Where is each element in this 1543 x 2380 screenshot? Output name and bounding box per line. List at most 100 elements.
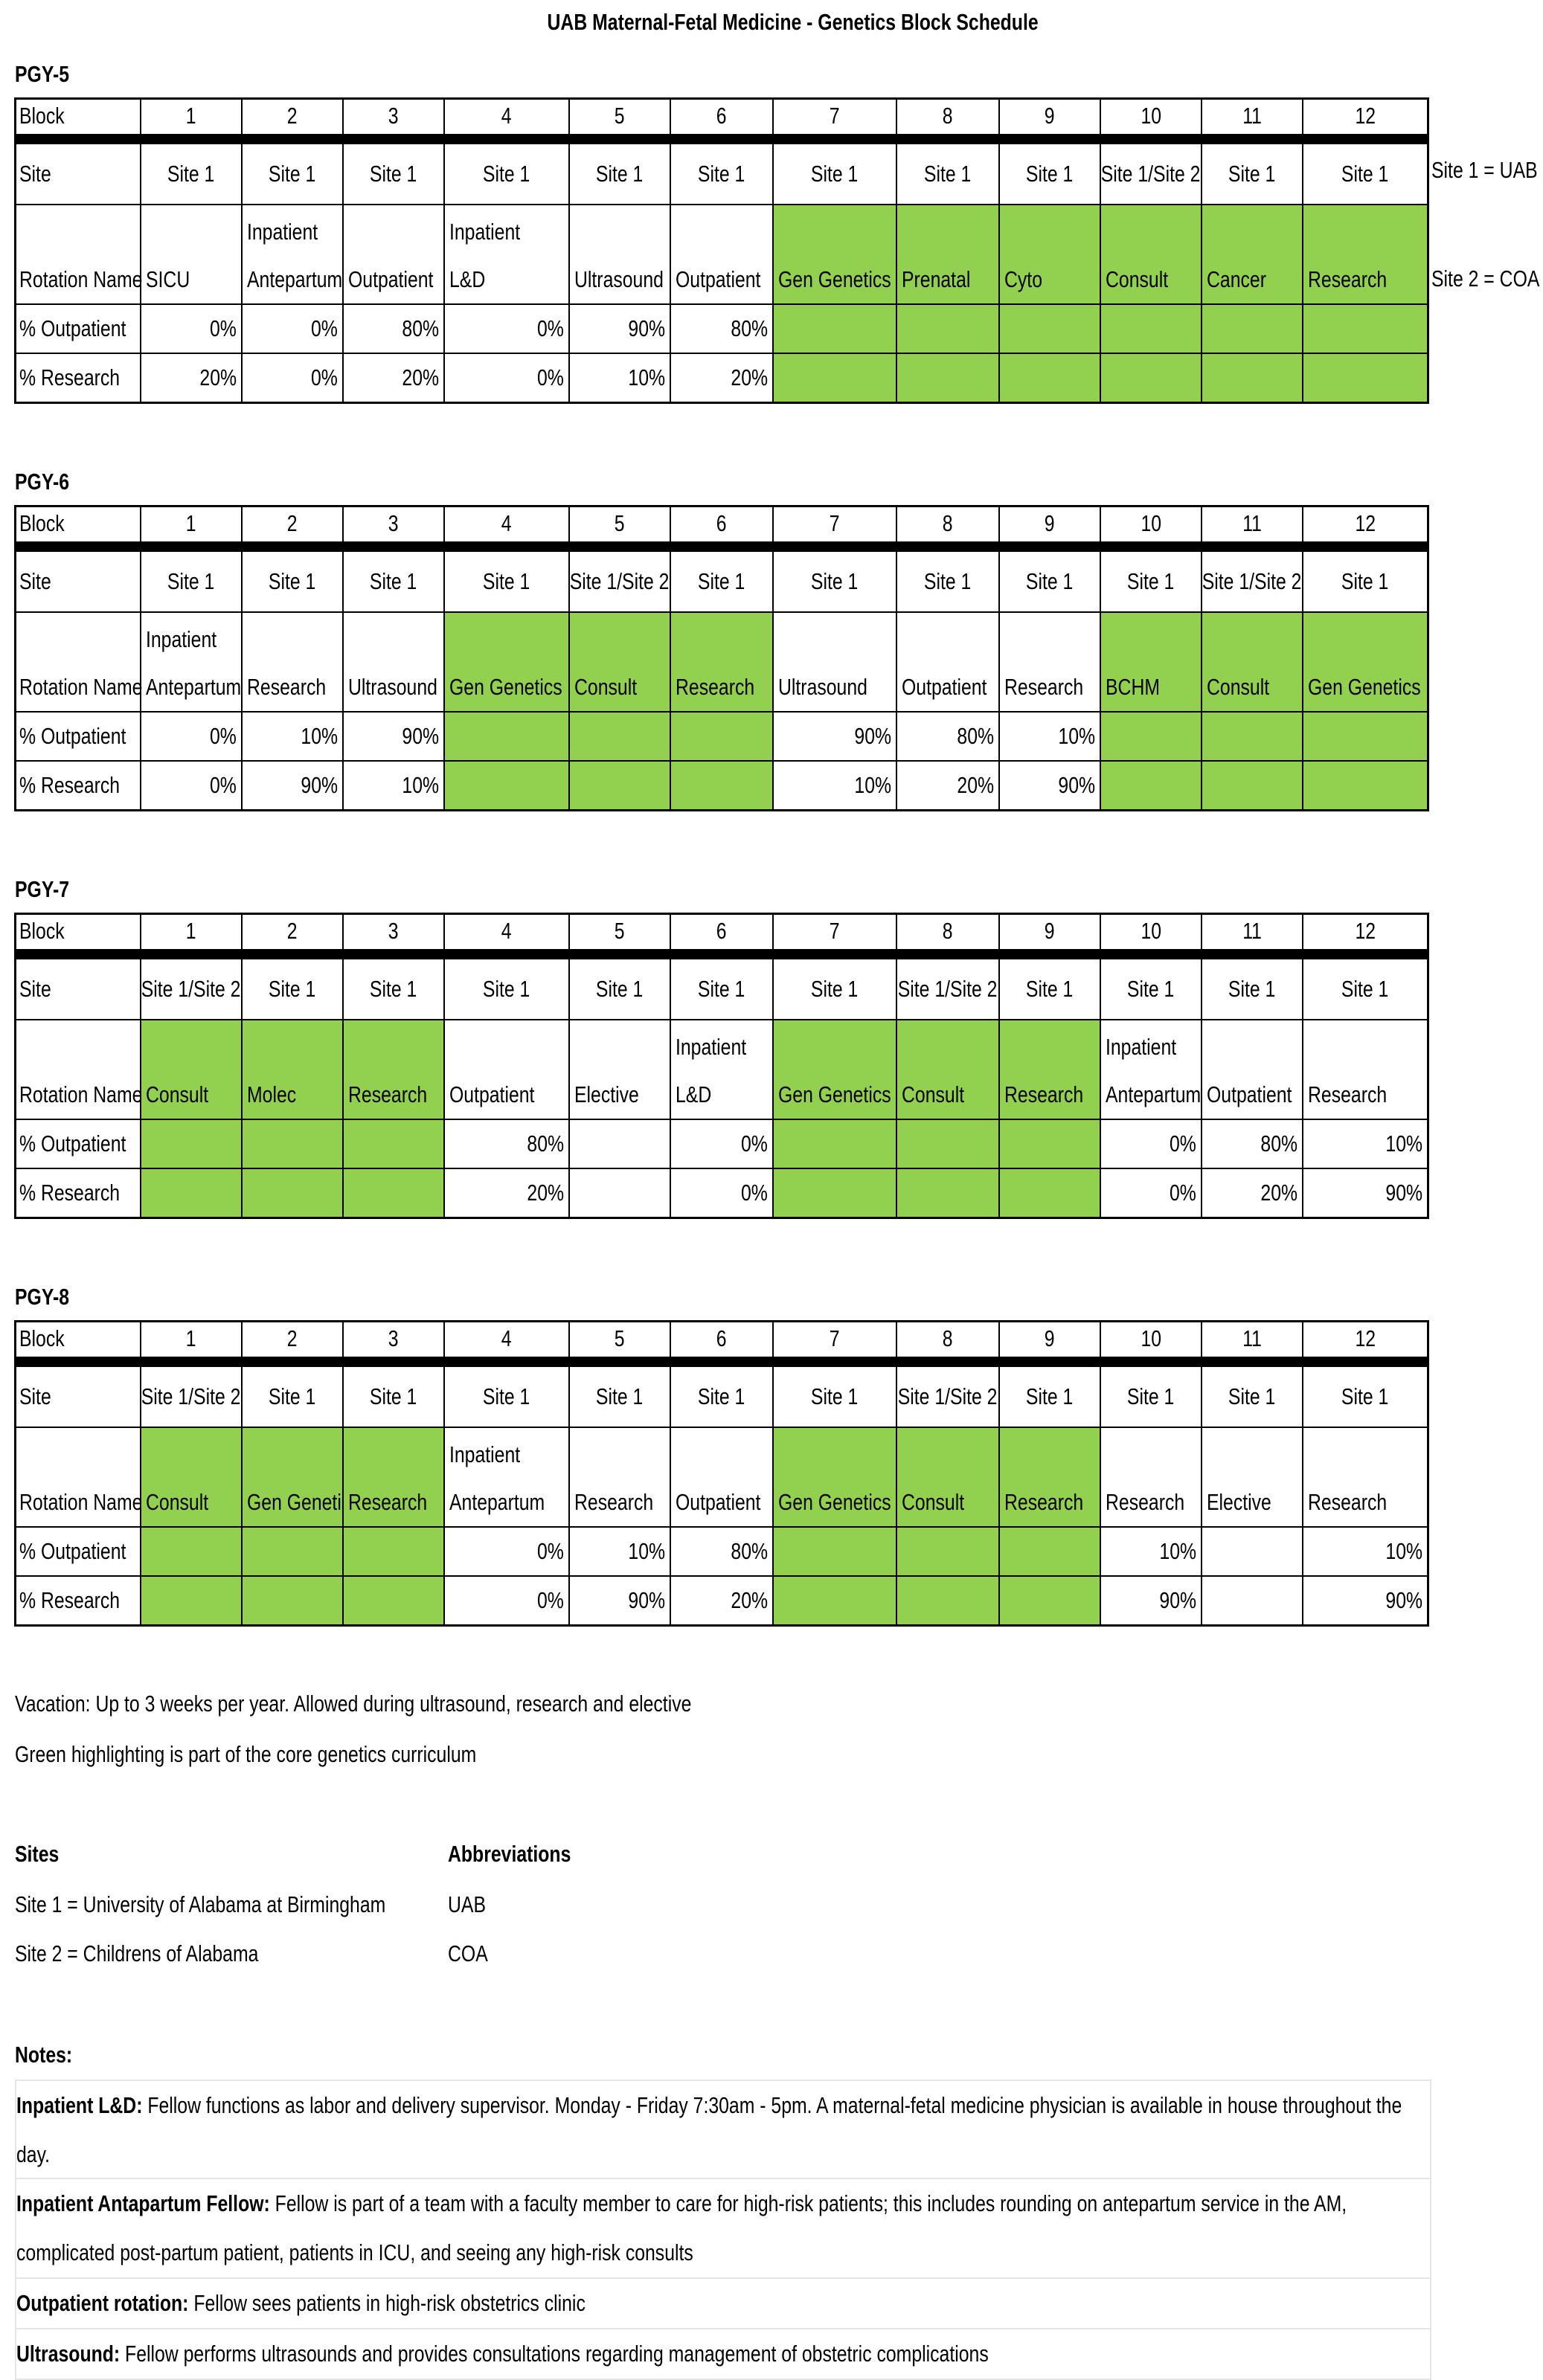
table-cell: Site 1 bbox=[1101, 959, 1202, 1020]
cell-text: Site 1 bbox=[483, 976, 530, 1002]
abbreviations-heading-text: Abbreviations bbox=[448, 1841, 571, 1867]
table-cell: 7 bbox=[774, 913, 897, 959]
table-cell bbox=[243, 1169, 344, 1218]
cell-text: 90% bbox=[402, 723, 439, 749]
note-row: Inpatient Antapartum Fellow: Fellow is p… bbox=[15, 2179, 1431, 2279]
cell-text: 10% bbox=[628, 364, 665, 390]
cell-text: Research bbox=[1004, 1489, 1084, 1515]
cell-text: Site 1 bbox=[370, 1383, 417, 1409]
table-cell: Site 1 bbox=[1303, 552, 1428, 613]
cell-text: Site 1 bbox=[811, 161, 859, 187]
cell-text: Site 1 bbox=[1026, 1383, 1074, 1409]
table-cell bbox=[445, 762, 570, 811]
table-cell: 0% bbox=[1101, 1120, 1202, 1169]
sites-item: Site 2 = Childrens of Alabama bbox=[15, 1929, 536, 1978]
cell-text: 20% bbox=[731, 1587, 768, 1613]
table-cell: Site 1 bbox=[774, 552, 897, 613]
row-header: % Outpatient bbox=[15, 305, 141, 354]
table-cell: Inpatient Antepartum bbox=[445, 1428, 570, 1528]
table-cell: Site 1 bbox=[1303, 1367, 1428, 1428]
table-cell: 20% bbox=[141, 354, 243, 403]
cell-text: 12 bbox=[1355, 918, 1376, 944]
table-cell bbox=[445, 713, 570, 762]
table-cell: Research bbox=[243, 613, 344, 713]
table-cell: 10% bbox=[1303, 1120, 1428, 1169]
note-row: Ultrasound: Fellow performs ultrasounds … bbox=[15, 2329, 1431, 2380]
table-cell bbox=[897, 1528, 1000, 1577]
table-cell: 90% bbox=[774, 713, 897, 762]
abbreviations-item-text: COA bbox=[448, 1940, 488, 1966]
table-cell: 7 bbox=[774, 1321, 897, 1367]
table-cell: Gen Genetics bbox=[774, 1428, 897, 1528]
table-cell bbox=[774, 1528, 897, 1577]
table-cell bbox=[141, 1528, 243, 1577]
table-cell: Research bbox=[671, 613, 774, 713]
table-cell: 9 bbox=[1000, 98, 1101, 144]
schedule-label: PGY-6 bbox=[15, 461, 238, 503]
table-cell: Site 1 bbox=[897, 144, 1000, 205]
cell-text: 9 bbox=[1045, 918, 1055, 944]
cell-text: Site 1 bbox=[269, 976, 316, 1002]
table-cell: Site 1 bbox=[897, 552, 1000, 613]
table-cell: Site 1 bbox=[570, 144, 671, 205]
cell-text: 8 bbox=[943, 1325, 953, 1351]
table-cell: Site 1 bbox=[570, 959, 671, 1020]
row-header-text: % Research bbox=[19, 364, 121, 390]
row-header-text: % Outpatient bbox=[19, 1538, 126, 1564]
table-cell bbox=[1000, 305, 1101, 354]
cell-text: Site 1 bbox=[370, 976, 417, 1002]
footnote: Vacation: Up to 3 weeks per year. Allowe… bbox=[15, 1679, 1131, 1728]
cell-text: Site 1 bbox=[1341, 1383, 1389, 1409]
cell-text: Site 1 bbox=[1341, 568, 1389, 594]
table-cell: 10 bbox=[1101, 913, 1202, 959]
table-cell bbox=[243, 1120, 344, 1169]
table-cell: Research bbox=[344, 1020, 445, 1120]
table-cell: 4 bbox=[445, 506, 570, 552]
table-cell bbox=[1303, 713, 1428, 762]
cell-text: Gen Genetics bbox=[778, 266, 891, 292]
table-cell: 2 bbox=[243, 506, 344, 552]
cell-text: Site 1 bbox=[811, 976, 859, 1002]
cell-text: Site 1 bbox=[1127, 568, 1175, 594]
side-note: Site 1 = UAB bbox=[1431, 144, 1543, 196]
table-cell: 12 bbox=[1303, 1321, 1428, 1367]
cell-text: Inpatient L&D bbox=[449, 219, 521, 292]
cell-text: Outpatient bbox=[449, 1081, 535, 1107]
schedule-label: PGY-5 bbox=[15, 54, 238, 95]
table-cell: Site 1/Site 2 bbox=[1101, 144, 1202, 205]
cell-text: Site 1/Site 2 bbox=[1202, 568, 1302, 594]
sites-item-text: Site 1 = University of Alabama at Birmin… bbox=[15, 1891, 386, 1917]
table-cell: 80% bbox=[344, 305, 445, 354]
cell-text: Outpatient bbox=[676, 1489, 761, 1515]
cell-text: Research bbox=[1106, 1489, 1185, 1515]
table-cell: Research bbox=[1000, 613, 1101, 713]
table-cell: 6 bbox=[671, 913, 774, 959]
cell-text: 5 bbox=[615, 918, 625, 944]
table-cell: 80% bbox=[1202, 1120, 1303, 1169]
table-cell: Outpatient bbox=[1202, 1020, 1303, 1120]
table-cell: Ultrasound bbox=[344, 613, 445, 713]
table-cell: Consult bbox=[570, 613, 671, 713]
sites-item-text: Site 2 = Childrens of Alabama bbox=[15, 1940, 259, 1966]
table-cell bbox=[344, 1120, 445, 1169]
table-cell: 80% bbox=[445, 1120, 570, 1169]
table-cell: Gen Genetics bbox=[774, 205, 897, 305]
table-cell: 2 bbox=[243, 913, 344, 959]
table-cell bbox=[1202, 762, 1303, 811]
cell-text: 10% bbox=[628, 1538, 665, 1564]
cell-text: SICU bbox=[146, 266, 190, 292]
cell-text: Site 1 bbox=[596, 1383, 644, 1409]
cell-text: 0% bbox=[741, 1130, 768, 1157]
row-header-text: % Outpatient bbox=[19, 723, 126, 749]
cell-text: Site 1 bbox=[1228, 976, 1276, 1002]
cell-text: Consult bbox=[902, 1489, 965, 1515]
table-cell: 20% bbox=[1202, 1169, 1303, 1218]
table-cell: 20% bbox=[445, 1169, 570, 1218]
cell-text: Site 1 bbox=[370, 161, 417, 187]
table-cell: Outpatient bbox=[671, 1428, 774, 1528]
row-header: % Research bbox=[15, 762, 141, 811]
row-header: Site bbox=[15, 959, 141, 1020]
cell-text: 10 bbox=[1141, 510, 1161, 536]
table-cell: 0% bbox=[671, 1169, 774, 1218]
table-cell: Site 1 bbox=[243, 959, 344, 1020]
